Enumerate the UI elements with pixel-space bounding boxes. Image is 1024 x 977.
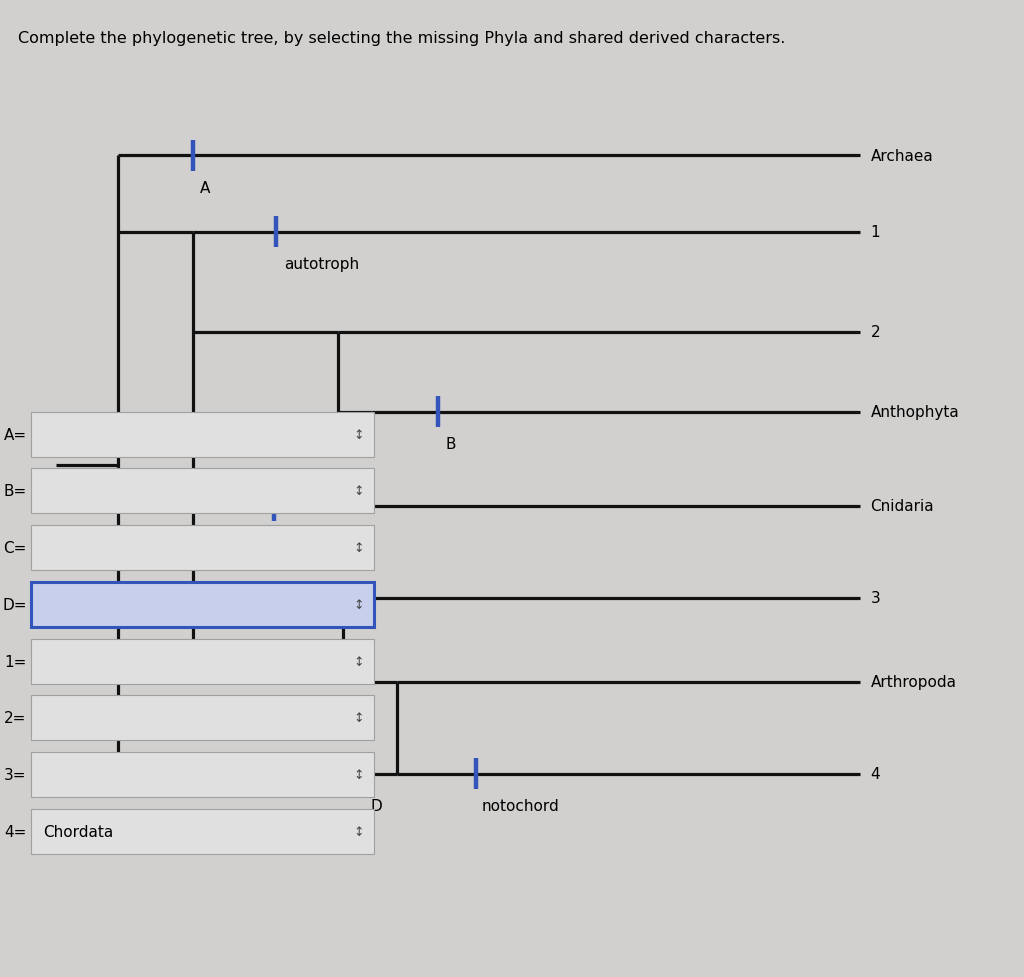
- Text: A=: A=: [3, 427, 27, 443]
- Text: 3=: 3=: [4, 767, 27, 783]
- FancyBboxPatch shape: [31, 639, 374, 684]
- Text: B: B: [445, 437, 456, 451]
- Text: Cnidaria: Cnidaria: [870, 498, 934, 514]
- Text: 4=: 4=: [4, 824, 27, 839]
- Text: Chordata: Chordata: [43, 824, 114, 839]
- Text: ↕: ↕: [353, 768, 364, 782]
- Text: C: C: [282, 531, 292, 545]
- Text: ↕: ↕: [353, 598, 364, 612]
- Text: Archaea: Archaea: [870, 149, 933, 164]
- Text: 1: 1: [870, 225, 880, 240]
- Text: ↕: ↕: [353, 825, 364, 838]
- Text: D=: D=: [2, 597, 27, 613]
- FancyBboxPatch shape: [31, 696, 374, 741]
- Text: ↕: ↕: [353, 428, 364, 442]
- FancyBboxPatch shape: [31, 526, 374, 571]
- Text: ↕: ↕: [353, 485, 364, 498]
- Text: B=: B=: [3, 484, 27, 499]
- Text: C=: C=: [3, 540, 27, 556]
- Text: Arthropoda: Arthropoda: [870, 674, 956, 690]
- Text: Anthophyta: Anthophyta: [870, 404, 959, 420]
- Text: 4: 4: [870, 766, 880, 782]
- Text: autotroph: autotroph: [284, 257, 358, 272]
- Text: ↕: ↕: [353, 541, 364, 555]
- Text: A: A: [200, 181, 210, 195]
- Text: 2=: 2=: [4, 710, 27, 726]
- Text: D: D: [371, 798, 382, 813]
- FancyBboxPatch shape: [31, 469, 374, 514]
- FancyBboxPatch shape: [31, 809, 374, 854]
- Text: notochord: notochord: [481, 798, 559, 813]
- FancyBboxPatch shape: [31, 582, 374, 627]
- Text: 1=: 1=: [4, 654, 27, 669]
- Text: 3: 3: [870, 590, 881, 606]
- Text: 2: 2: [870, 324, 880, 340]
- Text: ↕: ↕: [353, 655, 364, 668]
- FancyBboxPatch shape: [31, 412, 374, 457]
- Text: ↕: ↕: [353, 711, 364, 725]
- Text: Complete the phylogenetic tree, by selecting the missing Phyla and shared derive: Complete the phylogenetic tree, by selec…: [18, 31, 785, 46]
- FancyBboxPatch shape: [31, 752, 374, 797]
